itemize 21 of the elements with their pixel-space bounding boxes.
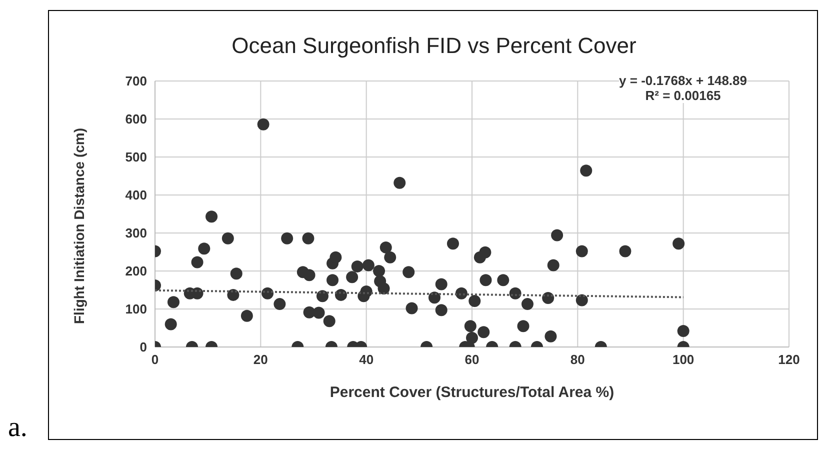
text: a. [8, 412, 28, 444]
annotation: y = -0.1768x + 148.89 [619, 73, 747, 88]
x-tick-label: 20 [253, 352, 268, 368]
x-tick-label: 120 [778, 352, 800, 368]
y-tick-label: 700 [125, 74, 147, 89]
y-tick-label: 400 [125, 188, 147, 203]
x-tick-label: 100 [672, 352, 694, 368]
y-tick-label: 0 [140, 340, 147, 355]
x-tick-label: 60 [464, 352, 480, 368]
y-tick-label: 300 [125, 226, 147, 241]
chart-title: Ocean Surgeonfish FID vs Percent Cover [230, 33, 638, 59]
y-tick-label: 100 [125, 302, 147, 317]
x-tick-label: 40 [359, 352, 374, 368]
x-tick-label: 80 [570, 352, 585, 368]
y-axis-title: Flight Initiation Distance (cm) [70, 128, 87, 324]
y-tick-label: 500 [125, 150, 147, 165]
annotation: R² = 0.00165 [644, 88, 722, 103]
y-tick-label: 200 [125, 264, 147, 279]
x-axis-title: Percent Cover (Structures/Total Area %) [330, 384, 614, 401]
y-tick-label: 600 [125, 112, 147, 127]
x-tick-label: 0 [151, 352, 159, 368]
